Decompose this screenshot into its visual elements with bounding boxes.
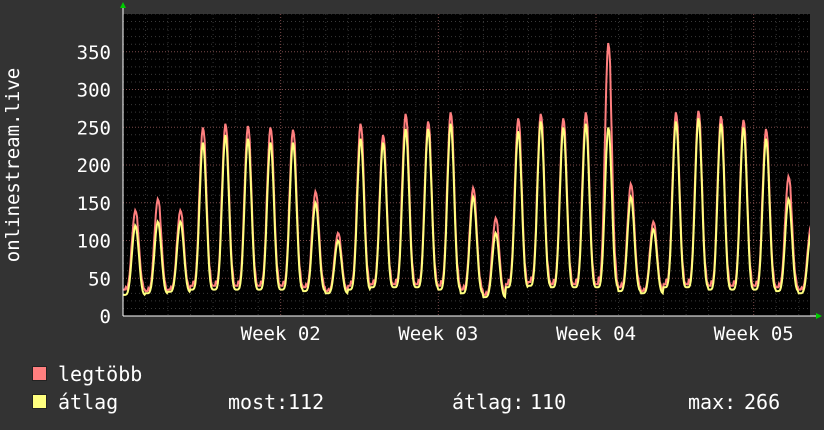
y-tick-label: 350 (77, 42, 111, 64)
y-tick-label: 50 (88, 268, 111, 290)
legend-swatch-avg (32, 394, 47, 409)
y-tick-label: 0 (100, 306, 111, 328)
series-group (123, 42, 810, 300)
y-tick-label: 200 (77, 155, 111, 177)
axes (120, 2, 822, 319)
stat-average-value: 110 (530, 390, 567, 414)
x-tick-label: Week 04 (556, 323, 636, 345)
stat-current-label: most: (228, 390, 289, 414)
legend-swatch-max (32, 366, 47, 381)
stat-current-value: 112 (288, 390, 325, 414)
x-tick-label: Week 03 (398, 323, 478, 345)
stat-average-label: átlag: (452, 390, 525, 414)
x-axis-arrow (816, 313, 822, 319)
legend-label-avg: átlag (58, 390, 119, 414)
y-tick-label: 150 (77, 193, 111, 215)
x-tick-labels: Week 02 Week 03 Week 04 Week 05 (241, 323, 794, 345)
x-tick-label: Week 05 (714, 323, 794, 345)
y-tick-labels: 0 50 100 150 200 250 300 350 (77, 42, 111, 328)
stat-max-label: max: (688, 390, 737, 414)
y-tick-label: 300 (77, 80, 111, 102)
y-axis-label: onlinestream.live (2, 68, 24, 262)
legend-label-max: legtöbb (58, 362, 143, 386)
series-line-avg (123, 118, 810, 300)
y-tick-label: 250 (77, 117, 111, 139)
y-tick-label: 100 (77, 231, 111, 253)
y-axis-arrow (120, 2, 126, 8)
x-tick-label: Week 02 (241, 323, 321, 345)
stat-max-value: 266 (744, 390, 781, 414)
